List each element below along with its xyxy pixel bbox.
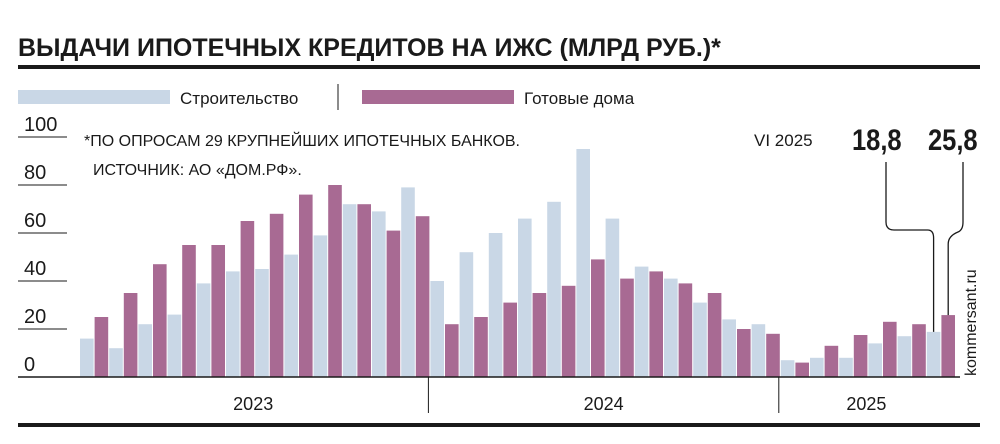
bar-construction xyxy=(810,357,824,377)
bar-ready xyxy=(678,283,693,377)
chart-title: ВЫДАЧИ ИПОТЕЧНЫХ КРЕДИТОВ НА ИЖС (МЛРД Р… xyxy=(18,34,721,62)
bar-ready xyxy=(386,230,401,377)
bar-construction xyxy=(722,319,736,377)
watermark: kommersant.ru xyxy=(963,269,980,376)
bar-ready xyxy=(240,221,255,377)
bar-construction xyxy=(430,281,444,377)
bar-ready xyxy=(591,259,605,377)
top-rule xyxy=(18,65,980,69)
legend-label-construction: Строительство xyxy=(180,89,298,108)
bar-ready xyxy=(299,194,313,377)
bar-construction xyxy=(897,336,912,377)
bar-construction xyxy=(255,269,269,377)
y-tick-label: 40 xyxy=(24,258,46,280)
bar-ready xyxy=(415,216,430,377)
bar-construction xyxy=(926,331,941,377)
bar-construction xyxy=(605,218,620,377)
bar-construction xyxy=(196,283,211,377)
year-label: 2025 xyxy=(846,394,886,414)
bar-construction xyxy=(80,338,94,377)
bar-ready xyxy=(707,293,722,377)
bar-construction xyxy=(138,324,152,377)
legend-swatch-construction xyxy=(18,90,170,104)
bar-ready xyxy=(182,245,196,377)
bar-construction xyxy=(518,218,532,377)
y-tick-label: 20 xyxy=(24,306,46,328)
bar-construction xyxy=(372,211,386,377)
bar-ready xyxy=(474,317,488,377)
bar-construction xyxy=(284,254,298,377)
bars xyxy=(80,149,955,377)
bar-construction xyxy=(868,343,882,377)
bar-ready xyxy=(503,302,517,377)
bar-construction xyxy=(401,187,415,377)
bar-ready xyxy=(620,278,634,377)
bar-construction xyxy=(109,348,123,377)
leader-line-construction xyxy=(885,162,935,332)
bar-ready xyxy=(737,329,751,377)
bar-construction xyxy=(226,271,240,377)
annotation-period: VI 2025 xyxy=(754,131,813,150)
bar-construction xyxy=(751,324,766,377)
bar-ready xyxy=(649,271,663,377)
bar-construction xyxy=(547,201,561,377)
bar-construction xyxy=(342,204,357,377)
bar-ready xyxy=(328,185,342,377)
annotation-value-construction: 18,8 xyxy=(852,123,902,156)
y-axis: 0 20 40 60 80 100 xyxy=(18,114,67,376)
bar-ready xyxy=(123,293,138,377)
bar-construction xyxy=(664,278,678,377)
bar-ready xyxy=(883,321,897,377)
legend: Строительство Готовые дома xyxy=(18,84,635,110)
bar-ready xyxy=(269,213,284,377)
bar-construction xyxy=(313,235,328,377)
source: ИСТОЧНИК: АО «ДОМ.РФ». xyxy=(93,162,302,179)
bar-construction xyxy=(780,360,795,377)
bar-construction xyxy=(488,233,503,377)
annotation: VI 2025 18,8 25,8 xyxy=(754,123,978,332)
bar-ready xyxy=(795,362,809,377)
bar-ready xyxy=(853,335,868,377)
annotation-value-ready: 25,8 xyxy=(928,123,978,156)
bar-construction xyxy=(459,252,474,377)
legend-swatch-ready xyxy=(362,90,514,104)
bar-construction xyxy=(576,149,590,377)
bar-ready xyxy=(211,245,225,377)
bar-construction xyxy=(693,302,707,377)
year-label: 2023 xyxy=(233,394,273,414)
bar-ready xyxy=(941,315,955,377)
bar-ready xyxy=(561,285,576,377)
y-tick-label: 100 xyxy=(24,114,57,136)
bar-construction xyxy=(167,314,182,377)
x-axis: 2023 2024 2025 xyxy=(18,376,960,414)
bar-ready xyxy=(766,333,780,377)
year-label: 2024 xyxy=(584,394,624,414)
y-tick-label: 0 xyxy=(24,354,35,376)
leader-line-ready xyxy=(947,162,964,316)
bar-ready xyxy=(445,324,459,377)
bar-ready xyxy=(532,293,547,377)
bar-ready xyxy=(153,264,167,377)
y-tick-label: 80 xyxy=(24,162,46,184)
bar-ready xyxy=(357,204,371,377)
bar-construction xyxy=(839,357,853,377)
bar-ready xyxy=(912,324,926,377)
legend-label-ready: Готовые дома xyxy=(524,89,635,108)
bar-construction xyxy=(634,266,649,377)
bar-ready xyxy=(94,317,109,377)
bar-ready xyxy=(824,345,839,377)
y-tick-label: 60 xyxy=(24,210,46,232)
bottom-rule xyxy=(18,423,980,427)
footnote: *ПО ОПРОСАМ 29 КРУПНЕЙШИХ ИПОТЕЧНЫХ БАНК… xyxy=(84,131,520,150)
